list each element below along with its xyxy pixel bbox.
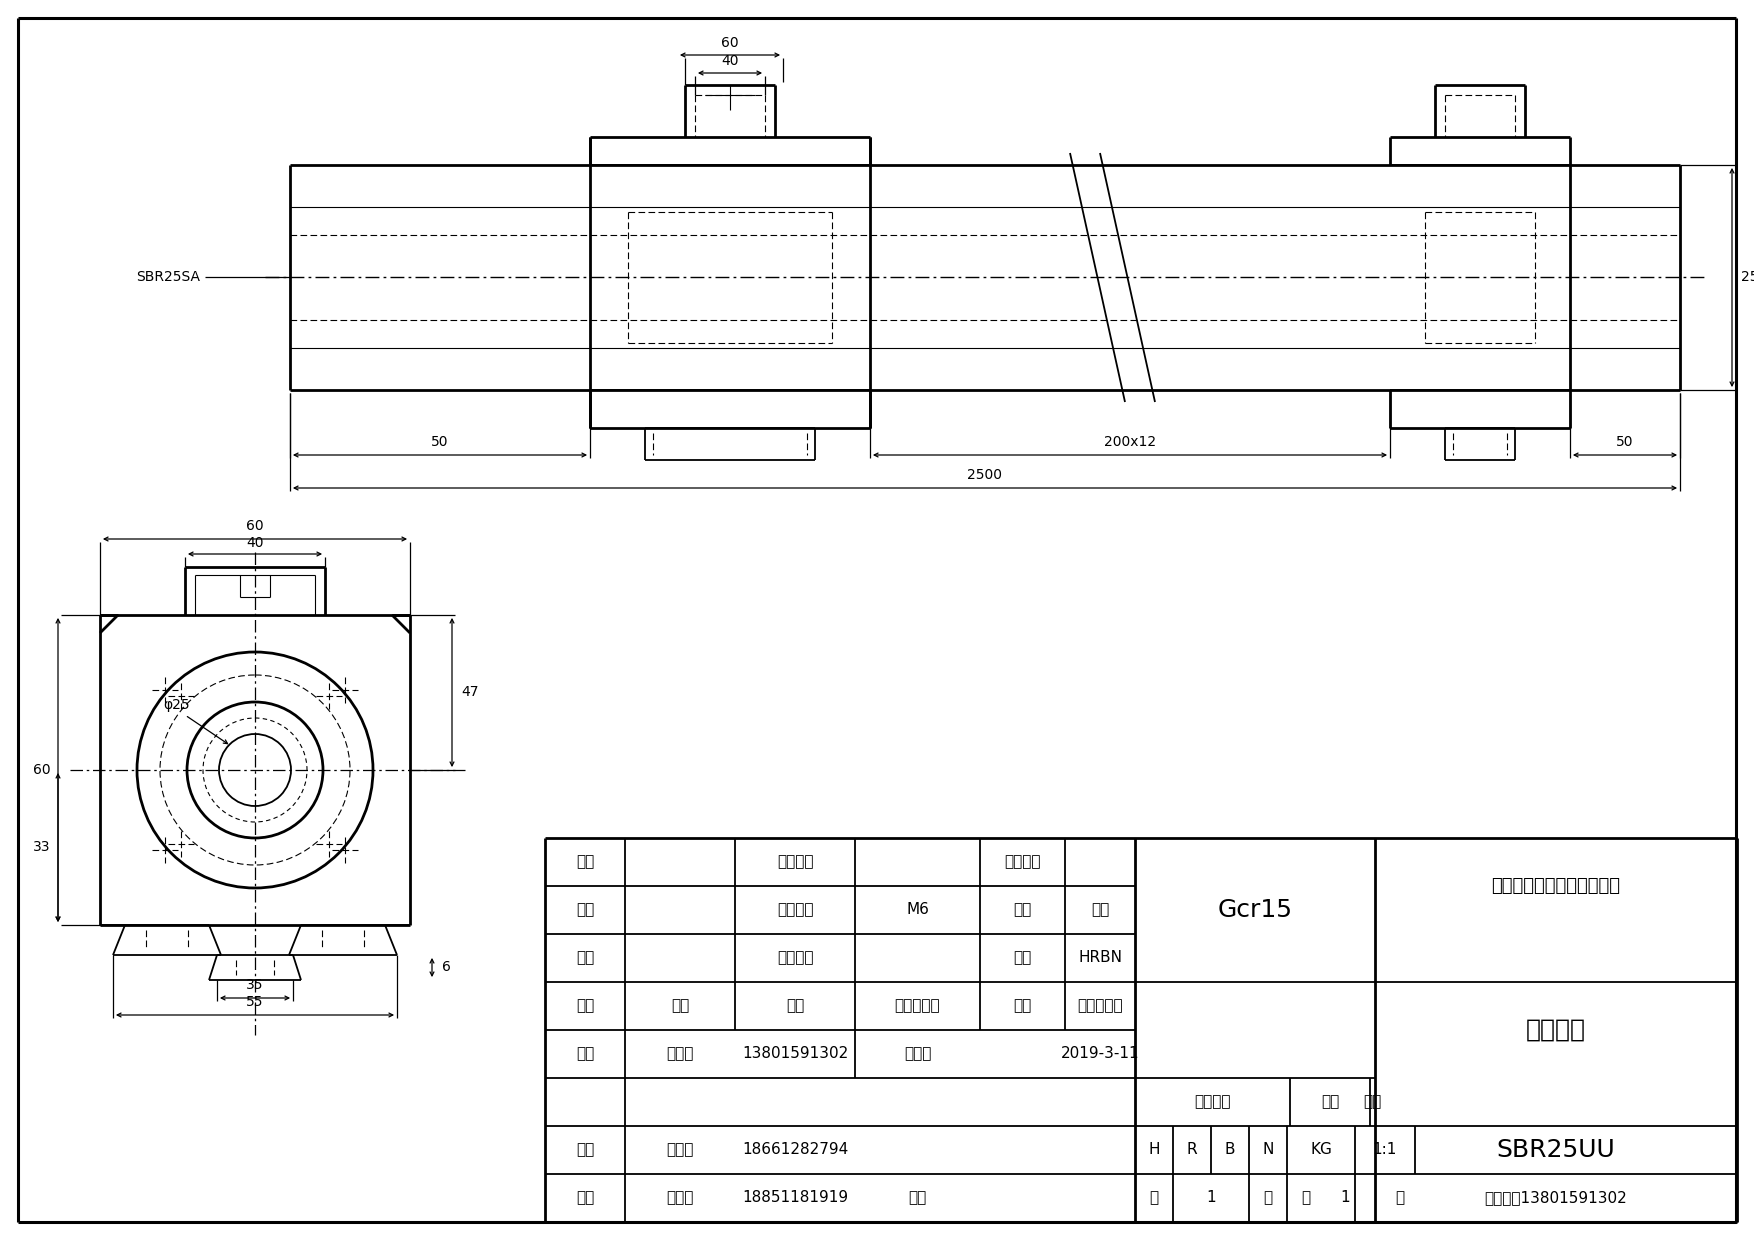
Text: 35: 35 — [246, 978, 263, 992]
Text: 阶段标记: 阶段标记 — [1194, 1095, 1231, 1110]
Text: 刘长岭: 刘长岭 — [667, 1047, 693, 1061]
Text: 直径: 直径 — [575, 854, 595, 869]
Text: 13801591302: 13801591302 — [742, 1047, 849, 1061]
Text: KG: KG — [1310, 1142, 1331, 1157]
Text: 钙球直径: 钙球直径 — [777, 854, 814, 869]
Text: 2019-3-11: 2019-3-11 — [1061, 1047, 1140, 1061]
Text: SBR25UU: SBR25UU — [1496, 1138, 1615, 1162]
Text: 33: 33 — [33, 839, 51, 854]
Text: 审核: 审核 — [575, 1142, 595, 1157]
Text: HRBN: HRBN — [1079, 951, 1123, 966]
Text: R: R — [1187, 1142, 1198, 1157]
Text: 6: 6 — [442, 960, 451, 973]
Text: 1: 1 — [1340, 1190, 1351, 1205]
Text: 共: 共 — [1149, 1190, 1159, 1205]
Text: 品牌: 品牌 — [1014, 951, 1031, 966]
Text: 刘献宁: 刘献宁 — [667, 1142, 693, 1157]
Text: 更改文件号: 更改文件号 — [895, 998, 940, 1013]
Text: 油嘴尺寸: 油嘴尺寸 — [777, 903, 814, 918]
Text: 直线导轨: 直线导轨 — [1526, 1018, 1586, 1042]
Text: 60: 60 — [33, 763, 51, 777]
Text: B: B — [1224, 1142, 1235, 1157]
Text: 批准: 批准 — [909, 1190, 926, 1205]
Text: 导程: 导程 — [575, 903, 595, 918]
Text: 分区: 分区 — [786, 998, 803, 1013]
Text: 处数: 处数 — [670, 998, 689, 1013]
Text: 50: 50 — [1615, 435, 1633, 449]
Text: 螺母重量: 螺母重量 — [777, 951, 814, 966]
Text: 订货电话13801591302: 订货电话13801591302 — [1484, 1190, 1628, 1205]
Text: 18661282794: 18661282794 — [742, 1142, 849, 1157]
Text: N: N — [1263, 1142, 1273, 1157]
Text: 200x12: 200x12 — [1103, 435, 1156, 449]
Text: 60: 60 — [721, 36, 738, 50]
Text: 年、月、日: 年、月、日 — [1077, 998, 1123, 1013]
Text: 设计: 设计 — [575, 1047, 595, 1061]
Text: 张: 张 — [1396, 1190, 1405, 1205]
Text: 圈数: 圈数 — [575, 951, 595, 966]
Text: 张: 张 — [1263, 1190, 1273, 1205]
Text: 田海飞: 田海飞 — [667, 1190, 693, 1205]
Text: 重量: 重量 — [1321, 1095, 1338, 1110]
Text: 47: 47 — [461, 684, 479, 699]
Text: 签名: 签名 — [1014, 998, 1031, 1013]
Text: SBR25SA: SBR25SA — [137, 270, 200, 284]
Text: 1: 1 — [1207, 1190, 1216, 1205]
Text: 南京: 南京 — [1091, 903, 1109, 918]
Text: 18851181919: 18851181919 — [742, 1190, 849, 1205]
Text: 40: 40 — [246, 536, 263, 551]
Text: 产地: 产地 — [1014, 903, 1031, 918]
Text: 25: 25 — [1742, 270, 1754, 284]
Text: 比例: 比例 — [1363, 1095, 1382, 1110]
Text: M6: M6 — [907, 903, 930, 918]
Text: 2500: 2500 — [968, 467, 1003, 482]
Text: Gcr15: Gcr15 — [1217, 898, 1293, 923]
Text: 螺母编号: 螺母编号 — [1005, 854, 1040, 869]
Text: 标准化: 标准化 — [903, 1047, 931, 1061]
Text: φ25: φ25 — [163, 698, 191, 712]
Text: 工艺: 工艺 — [575, 1190, 595, 1205]
Text: 50: 50 — [431, 435, 449, 449]
Text: 55: 55 — [246, 994, 263, 1009]
Text: 60: 60 — [246, 520, 263, 533]
Text: 1:1: 1:1 — [1373, 1142, 1398, 1157]
Text: H: H — [1149, 1142, 1159, 1157]
Text: 标记: 标记 — [575, 998, 595, 1013]
Text: 南京哈宁轴承制造有限公司: 南京哈宁轴承制造有限公司 — [1491, 877, 1621, 895]
Text: 40: 40 — [721, 55, 738, 68]
Text: 第: 第 — [1301, 1190, 1310, 1205]
